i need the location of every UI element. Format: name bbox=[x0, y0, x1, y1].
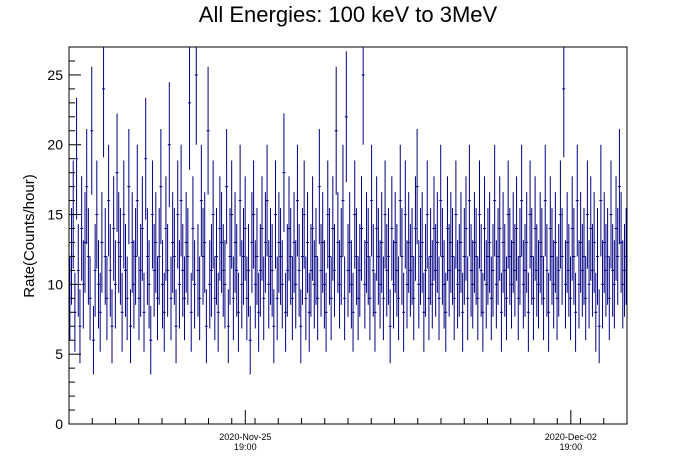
y-tick-label: 10 bbox=[47, 276, 63, 292]
x-tick-label-time: 19:00 bbox=[234, 442, 257, 452]
chart-title: All Energies: 100 keV to 3MeV bbox=[198, 2, 498, 27]
y-tick-label: 15 bbox=[47, 207, 63, 223]
x-tick-label-date: 2020-Nov-25 bbox=[219, 432, 271, 442]
x-tick-label-date: 2020-Dec-02 bbox=[545, 432, 597, 442]
y-tick-label: 0 bbox=[55, 416, 63, 432]
y-axis-label: Rate(Counts/hour) bbox=[21, 174, 38, 297]
y-tick-label: 5 bbox=[55, 346, 63, 362]
y-tick-label: 20 bbox=[47, 137, 63, 153]
x-tick-label-time: 19:00 bbox=[560, 442, 583, 452]
y-tick-label: 25 bbox=[47, 67, 63, 83]
